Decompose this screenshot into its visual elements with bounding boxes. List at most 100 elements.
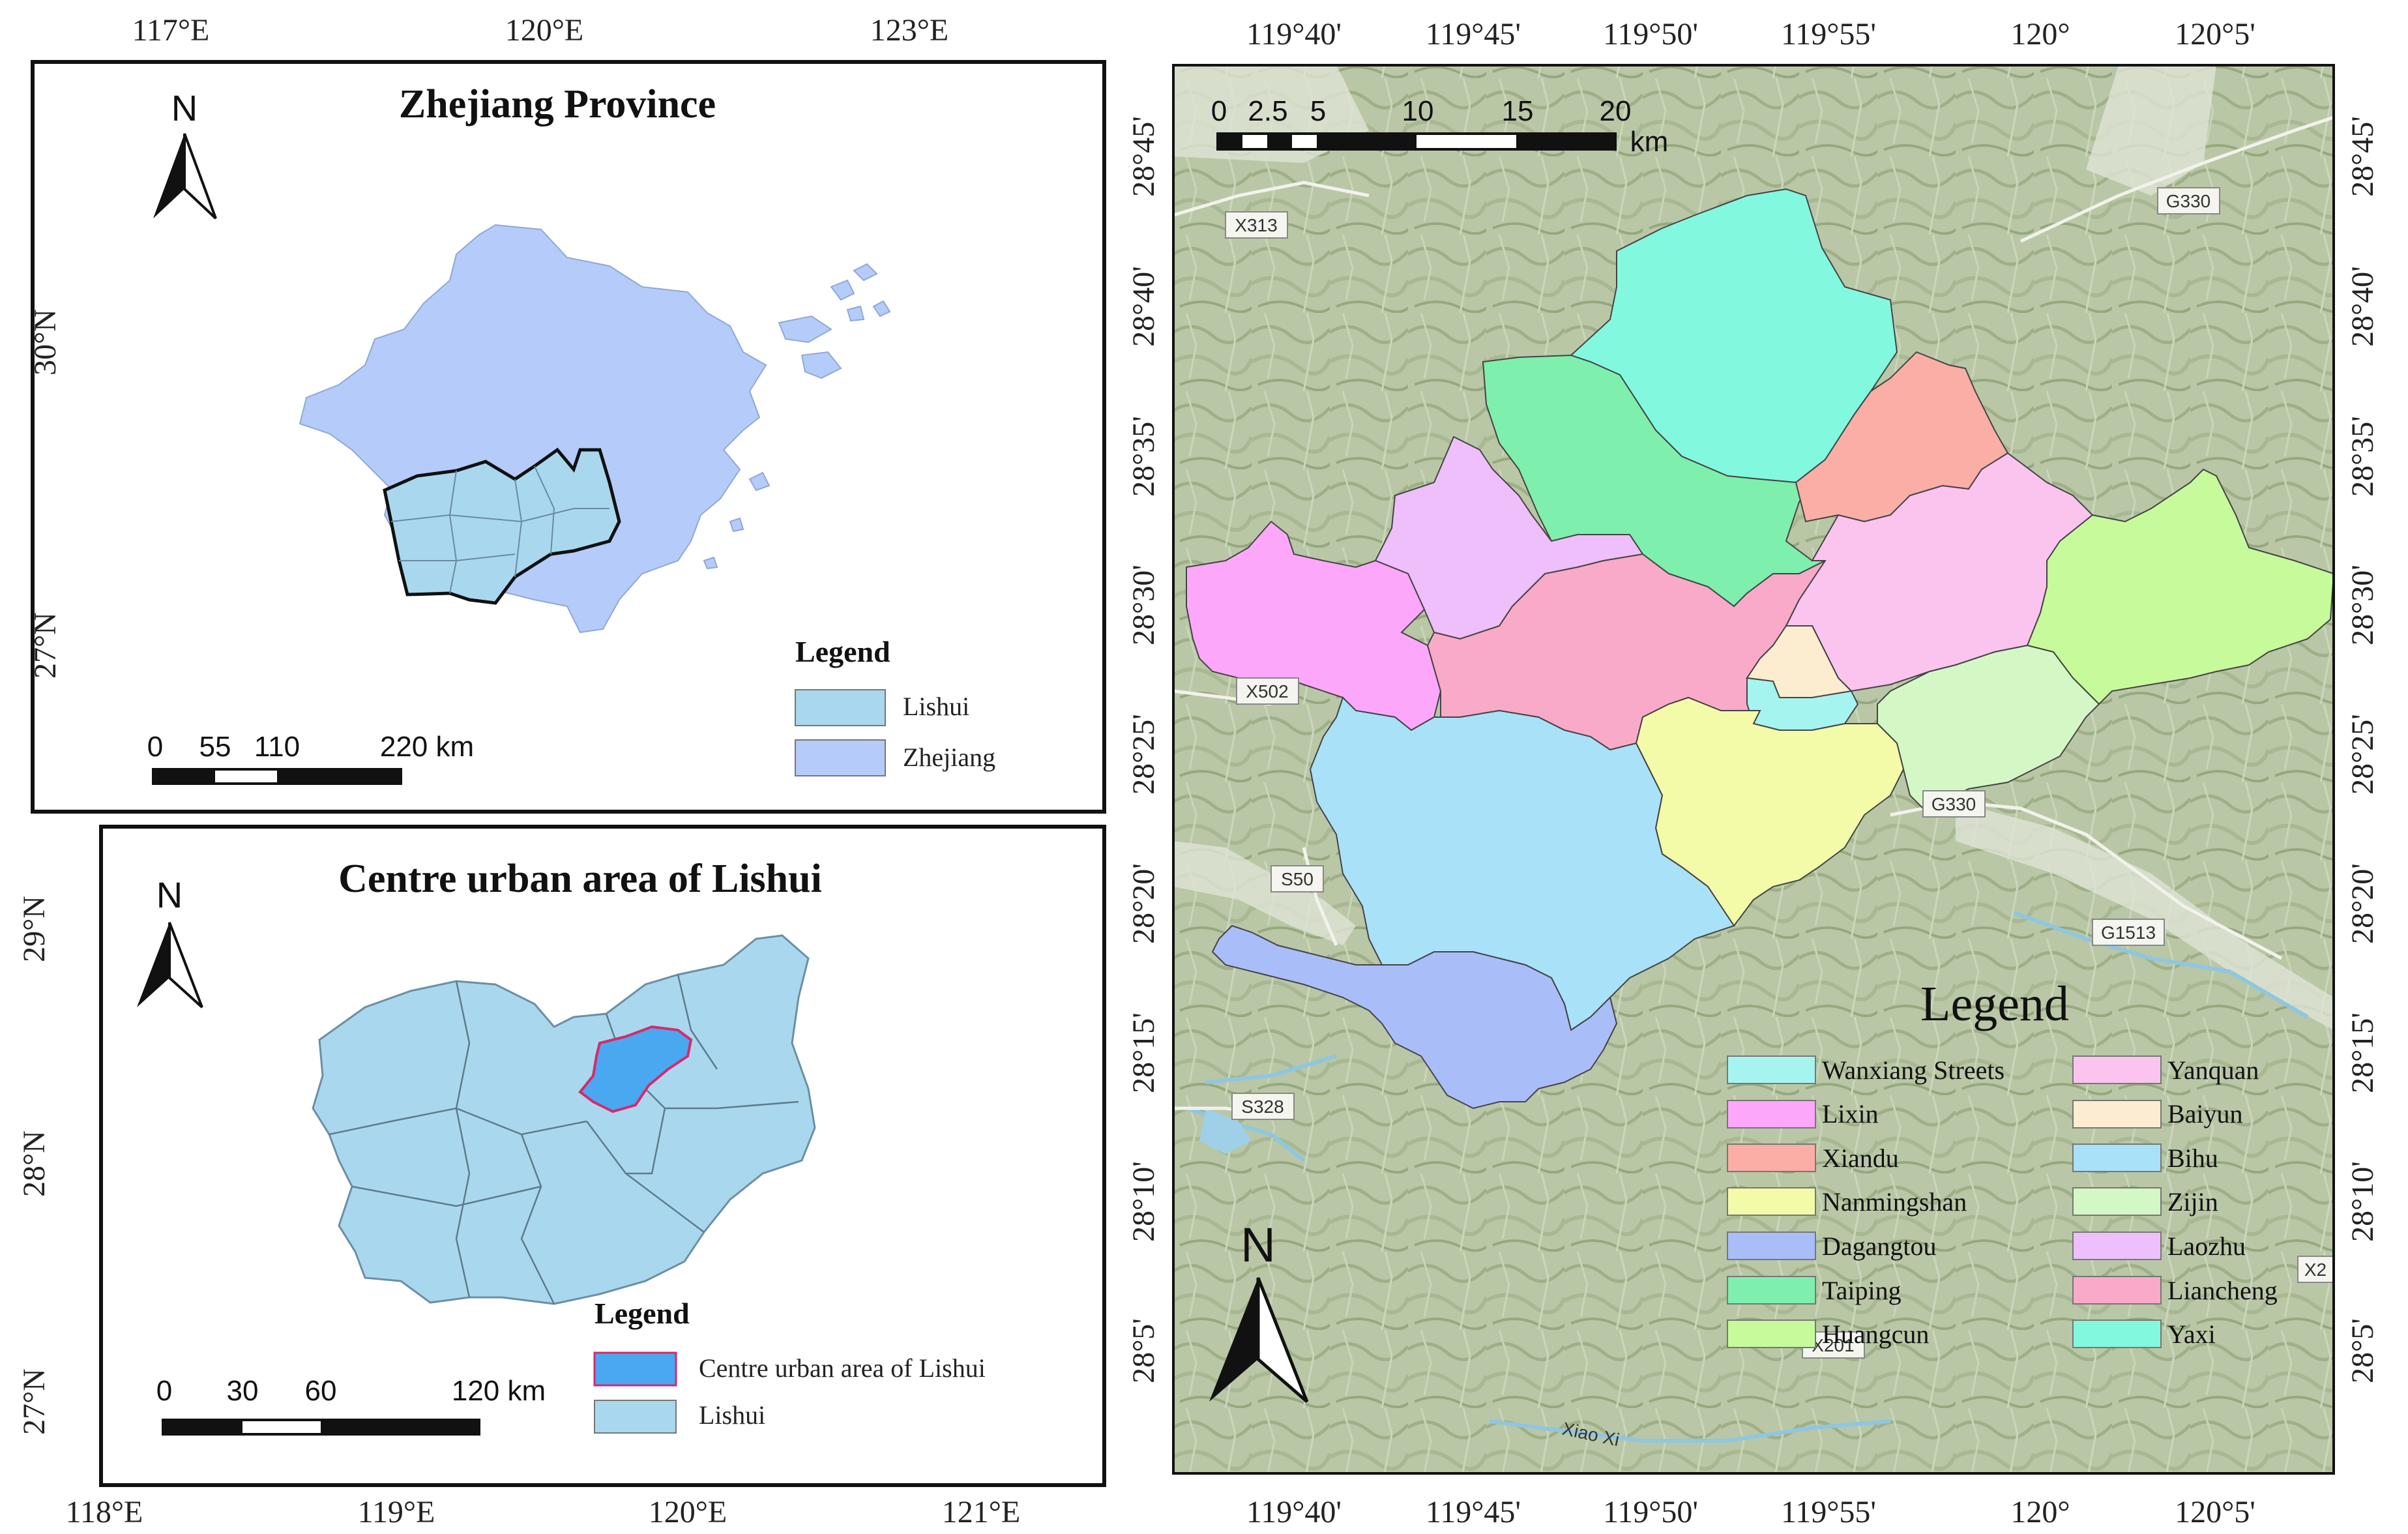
road-label-x201: X201 [1812, 1335, 1854, 1355]
detail-road-labels: X313 G330 X502 G330 S50 G1513 S328 X201 … [1225, 187, 2334, 1450]
dt-scale-label-0: 0 [1211, 95, 1227, 127]
zj-scale-label-1: 55 [199, 731, 231, 763]
dt-lat-right-4: 28°25' [2345, 714, 2380, 795]
dt-legend-title: Legend [1920, 977, 2069, 1031]
dt-lon-top-5: 120°5' [2175, 17, 2255, 52]
dt-lat-right-1: 28°40' [2345, 266, 2380, 347]
dt-legend-swatch-2 [1727, 1143, 1816, 1172]
zj-legend-swatch-zhejiang [795, 739, 886, 776]
dt-legend-label-7: Yanquan [2167, 1055, 2259, 1085]
dt-legend-swatch-9 [2072, 1143, 2162, 1172]
zj-scale-label-0: 0 [147, 731, 163, 763]
road-label-x313: X313 [1235, 215, 1277, 235]
dt-lat-right-8: 28°5' [2345, 1318, 2380, 1383]
dt-lon-bot-4: 120° [2010, 1495, 2070, 1529]
ls-centre-urban-area [578, 1025, 693, 1114]
ls-scale-label-3: 120 km [452, 1375, 546, 1407]
dt-legend-label-9: Bihu [2167, 1143, 2218, 1173]
dt-lat-right-0: 28°45' [2345, 116, 2380, 197]
zj-legend-title: Legend [795, 635, 890, 668]
zj-north-arrow-icon: N [153, 87, 217, 220]
ls-lat-tick-1: 28°N [17, 1130, 51, 1197]
dt-legend-swatch-10 [2072, 1187, 2162, 1216]
zj-lon-tick-1: 120°E [505, 13, 584, 48]
ls-legend-label-centre: Centre urban area of Lishui [699, 1353, 986, 1383]
dt-lon-top-2: 119°50' [1603, 17, 1698, 52]
svg-text:N: N [171, 87, 198, 128]
dt-legend-swatch-4 [1727, 1232, 1816, 1260]
ls-scale-label-0: 0 [156, 1375, 172, 1407]
ls-legend-swatch-lishui [594, 1400, 677, 1434]
road-label-g330-south: G330 [1931, 794, 1976, 814]
dt-scale-bar: 0 2.5 5 10 15 20 km [1211, 95, 1669, 158]
dt-north-arrow-icon: N [1209, 1218, 1309, 1403]
ls-north-arrow-icon: N [137, 874, 203, 1009]
dt-legend: Wanxiang Streets Lixin Xiandu Nanmingsha… [1727, 1055, 2278, 1349]
dt-legend-swatch-13 [2072, 1320, 2162, 1348]
ls-lon-tick-1: 119°E [358, 1495, 435, 1529]
dt-lon-bot-1: 119°45' [1426, 1495, 1521, 1529]
dt-legend-swatch-7 [2072, 1055, 2162, 1084]
lishui-city-shape [312, 934, 816, 1305]
dt-legend-swatch-12 [2072, 1276, 2162, 1305]
svg-text:N: N [1241, 1218, 1275, 1272]
dt-lon-bot-3: 119°55' [1781, 1495, 1876, 1529]
dt-lon-bot-0: 119°40' [1246, 1495, 1342, 1529]
zj-scale-label-3: 220 km [380, 731, 474, 763]
dt-legend-label-0: Wanxiang Streets [1822, 1055, 2004, 1085]
dt-lon-bot-5: 120°5' [2175, 1495, 2255, 1529]
zhejiang-panel: 117°E 120°E 123°E 30°N 27°N Zhejiang Pro… [28, 13, 1106, 814]
dt-lat-left-6: 28°15' [1126, 1012, 1161, 1093]
road-label-x2: X2 [2304, 1260, 2327, 1280]
svg-text:N: N [156, 874, 183, 915]
detail-panel: X313 G330 X502 G330 S50 G1513 S328 X201 … [1126, 17, 2380, 1529]
zj-scale-label-2: 110 [254, 731, 300, 763]
zj-lon-tick-2: 123°E [870, 13, 949, 48]
dt-lat-left-0: 28°45' [1126, 116, 1161, 197]
dt-legend-label-4: Dagangtou [1822, 1232, 1937, 1261]
district-bihu [1309, 696, 1735, 1031]
zj-title: Zhejiang Province [399, 82, 716, 126]
dt-lon-top-4: 120° [2010, 17, 2070, 52]
dt-legend-label-12: Liancheng [2167, 1276, 2278, 1305]
road-label-g1513: G1513 [2101, 922, 2156, 943]
dt-scale-unit: km [1630, 126, 1669, 158]
zj-lat-tick-0: 30°N [28, 309, 63, 376]
zj-scale-bar: 0 55 110 220 km [147, 731, 474, 785]
zhejiang-islands [703, 263, 891, 570]
dt-legend-label-10: Zijin [2167, 1187, 2218, 1217]
dt-lat-left-5: 28°20' [1126, 863, 1161, 944]
district-dagangtou [1211, 924, 1618, 1110]
dt-legend-label-5: Taiping [1822, 1276, 1901, 1305]
lishui-panel: 29°N 28°N 27°N 118°E 119°E 120°E 121°E C… [17, 825, 1106, 1529]
dt-lat-right-7: 28°10' [2345, 1161, 2380, 1242]
ls-lat-tick-0: 29°N [17, 896, 51, 962]
dt-legend-swatch-1 [1727, 1100, 1816, 1128]
dt-scale-label-4: 15 [1502, 95, 1534, 127]
ls-lon-tick-2: 120°E [649, 1495, 727, 1529]
dt-lon-bot-2: 119°50' [1603, 1495, 1698, 1529]
road-label-x502: X502 [1246, 681, 1288, 701]
zj-legend-label-lishui: Lishui [903, 692, 969, 721]
dt-legend-label-11: Laozhu [2167, 1232, 2246, 1261]
dt-lat-left-2: 28°35' [1126, 416, 1161, 497]
ls-lat-tick-2: 27°N [17, 1368, 51, 1435]
dt-lat-right-3: 28°30' [2345, 565, 2380, 645]
dt-legend-swatch-11 [2072, 1232, 2162, 1260]
road-label-s328: S328 [1241, 1097, 1284, 1117]
dt-scale-label-5: 20 [1600, 95, 1632, 127]
dt-lat-left-4: 28°25' [1126, 714, 1161, 795]
dt-legend-swatch-8 [2072, 1100, 2162, 1128]
detail-lake [1199, 1108, 1252, 1154]
dt-lat-left-3: 28°30' [1126, 565, 1161, 645]
dt-scale-label-2: 5 [1310, 95, 1326, 127]
ls-legend-label-lishui: Lishui [699, 1400, 765, 1430]
dt-legend-label-6: Huangcun [1822, 1320, 1929, 1349]
dt-legend-swatch-6 [1727, 1320, 1816, 1348]
dt-lon-top-0: 119°40' [1246, 17, 1342, 52]
zj-legend-swatch-lishui [795, 689, 886, 726]
ls-scale-label-2: 60 [305, 1375, 337, 1407]
dt-scale-label-1: 2.5 [1248, 95, 1287, 127]
ls-title: Centre urban area of Lishui [338, 857, 822, 901]
dt-legend-swatch-0 [1727, 1055, 1816, 1084]
